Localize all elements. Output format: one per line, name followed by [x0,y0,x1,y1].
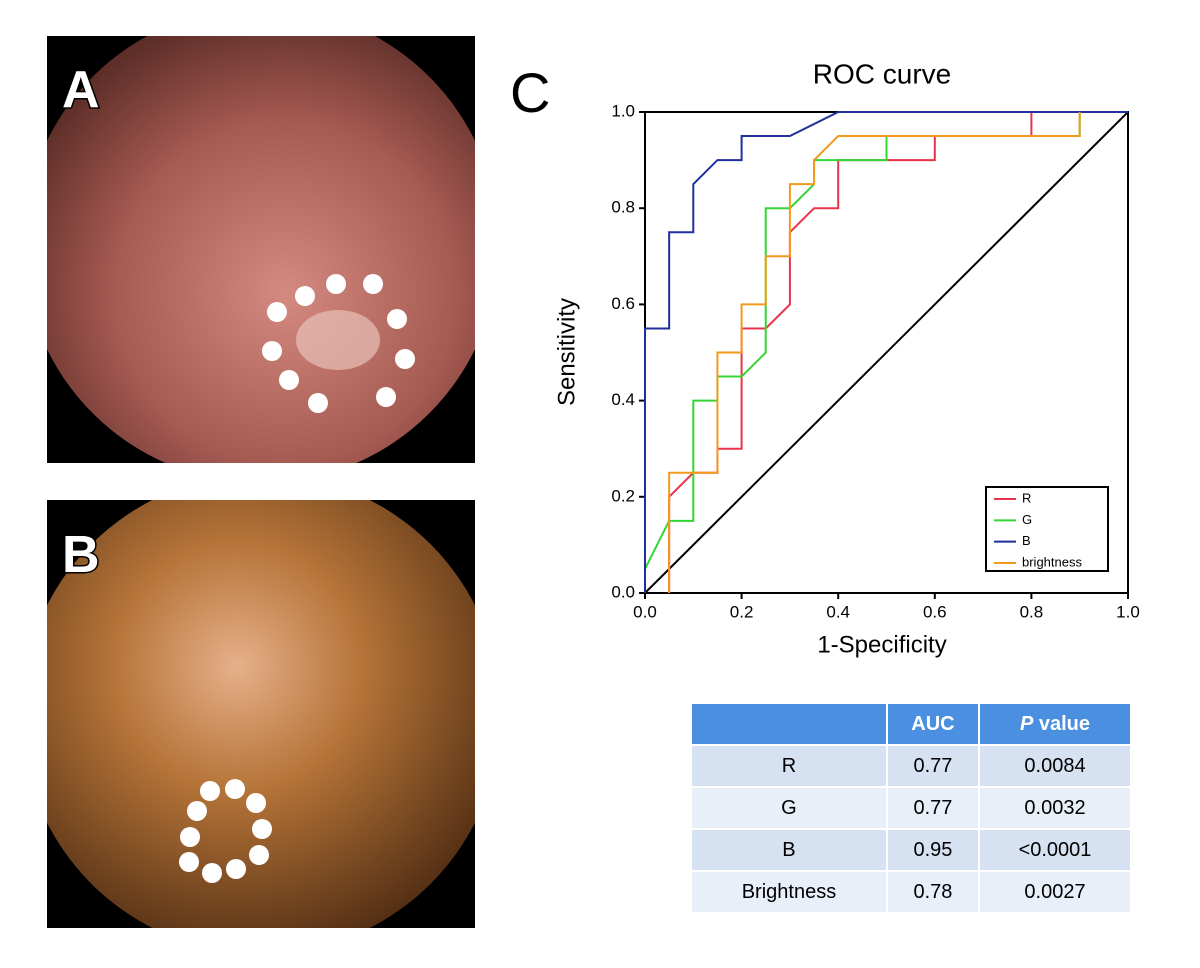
table-cell: Brightness [690,870,888,914]
roc-line [644,111,1128,593]
table-cell: B [690,828,888,872]
table-row: R 0.77 0.0084 [690,744,1133,788]
y-tick-label: 0.6 [611,294,635,313]
x-tick-label: 0.2 [730,602,754,621]
x-axis-label: 1-Specificity [817,631,946,658]
header-cell: P value [977,702,1133,746]
reference-line [644,111,1129,594]
legend-label: B [1022,533,1031,548]
y-tick-label: 1.0 [611,101,635,120]
roc-line [668,112,1081,593]
legend-label: G [1022,512,1032,527]
table-row: Brightness 0.78 0.0027 [690,870,1133,914]
panel-label: B [61,525,102,586]
table-cell: 0.77 [885,744,980,788]
x-tick-label: 1.0 [1116,602,1140,621]
image-b [47,500,475,928]
x-tick-label: 0.0 [633,602,657,621]
table-cell: 0.0084 [977,744,1133,788]
header-row: AUC P value [690,702,1133,746]
header-cell: AUC [885,702,980,746]
table-cell: G [690,786,888,830]
header-cell [690,702,888,746]
panel-label: C [510,61,551,124]
lesion-a [296,310,380,370]
x-tick-label: 0.4 [826,602,850,621]
legend-label: brightness [1022,554,1082,569]
y-tick-label: 0.8 [611,198,635,217]
table-cell: R [690,744,888,788]
chart-title: ROC curve [813,58,951,89]
table-cell: <0.0001 [977,828,1133,872]
y-tick-label: 0.4 [611,390,635,409]
x-tick-label: 0.6 [923,602,947,621]
y-axis-label: Sensitivity [553,298,580,406]
roc-chart: ROC curve 1-Specificity Sensitivity 0.0 0… [553,58,1139,658]
table-row: G 0.77 0.0032 [690,786,1133,830]
table-cell: 0.0032 [977,786,1133,830]
header-text: value [1038,712,1091,735]
dots-b [179,779,272,883]
table-cell: 0.95 [885,828,980,872]
table-cell: 0.0027 [977,870,1133,914]
x-tick-label: 0.8 [1020,602,1044,621]
dots-a [262,274,415,413]
panel-label: A [61,60,102,121]
y-tick-label: 0.0 [611,582,635,601]
table-cell: 0.78 [885,870,980,914]
table-row: B 0.95 <0.0001 [690,828,1133,872]
auc-table: AUC P value R 0.77 0.0084 G 0.77 0.0032 B 0.95 <0… [690,702,1133,914]
y-tick-label: 0.2 [611,486,635,505]
header-text: P [1019,712,1034,735]
legend-label: R [1022,490,1031,505]
legend-box [985,486,1109,572]
table-cell: 0.77 [885,786,980,830]
